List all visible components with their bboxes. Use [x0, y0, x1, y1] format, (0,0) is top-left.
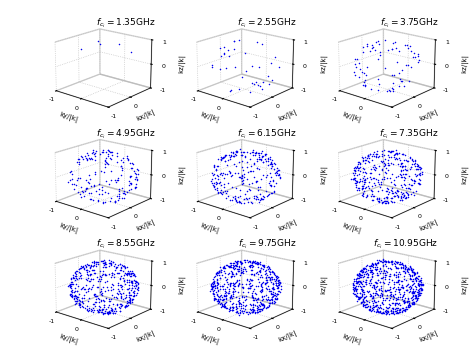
Text: $f_{c_i}=10.95$GHz: $f_{c_i}=10.95$GHz	[374, 238, 438, 251]
Text: $f_{c_i}=7.35$GHz: $f_{c_i}=7.35$GHz	[379, 127, 438, 141]
Y-axis label: kx/|k|: kx/|k|	[277, 108, 298, 122]
X-axis label: ky/|k|: ky/|k|	[200, 333, 220, 345]
Y-axis label: kx/|k|: kx/|k|	[419, 329, 439, 344]
X-axis label: ky/|k|: ky/|k|	[200, 222, 220, 235]
Y-axis label: kx/|k|: kx/|k|	[136, 108, 156, 122]
Text: $f_{c_i}=9.75$GHz: $f_{c_i}=9.75$GHz	[238, 238, 297, 251]
Text: $f_{c_i}=1.35$GHz: $f_{c_i}=1.35$GHz	[96, 16, 155, 30]
X-axis label: ky/|k|: ky/|k|	[341, 333, 362, 345]
Text: $f_{c_i}=6.15$GHz: $f_{c_i}=6.15$GHz	[237, 127, 297, 141]
Y-axis label: kx/|k|: kx/|k|	[419, 219, 439, 233]
Y-axis label: kx/|k|: kx/|k|	[419, 108, 439, 122]
Y-axis label: kx/|k|: kx/|k|	[277, 219, 298, 233]
Y-axis label: kx/|k|: kx/|k|	[136, 329, 156, 344]
Text: $f_{c_i}=3.75$GHz: $f_{c_i}=3.75$GHz	[380, 16, 438, 30]
X-axis label: ky/|k|: ky/|k|	[200, 112, 220, 124]
Text: $f_{c_i}=2.55$GHz: $f_{c_i}=2.55$GHz	[237, 16, 297, 30]
X-axis label: ky/|k|: ky/|k|	[341, 112, 362, 124]
X-axis label: ky/|k|: ky/|k|	[341, 222, 362, 235]
Y-axis label: kx/|k|: kx/|k|	[277, 329, 298, 344]
X-axis label: ky/|k|: ky/|k|	[58, 222, 78, 235]
Y-axis label: kx/|k|: kx/|k|	[136, 219, 156, 233]
Text: $f_{c_i}=4.95$GHz: $f_{c_i}=4.95$GHz	[96, 127, 155, 141]
Text: $f_{c_i}=8.55$GHz: $f_{c_i}=8.55$GHz	[96, 238, 155, 251]
X-axis label: ky/|k|: ky/|k|	[58, 112, 78, 124]
X-axis label: ky/|k|: ky/|k|	[58, 333, 78, 345]
